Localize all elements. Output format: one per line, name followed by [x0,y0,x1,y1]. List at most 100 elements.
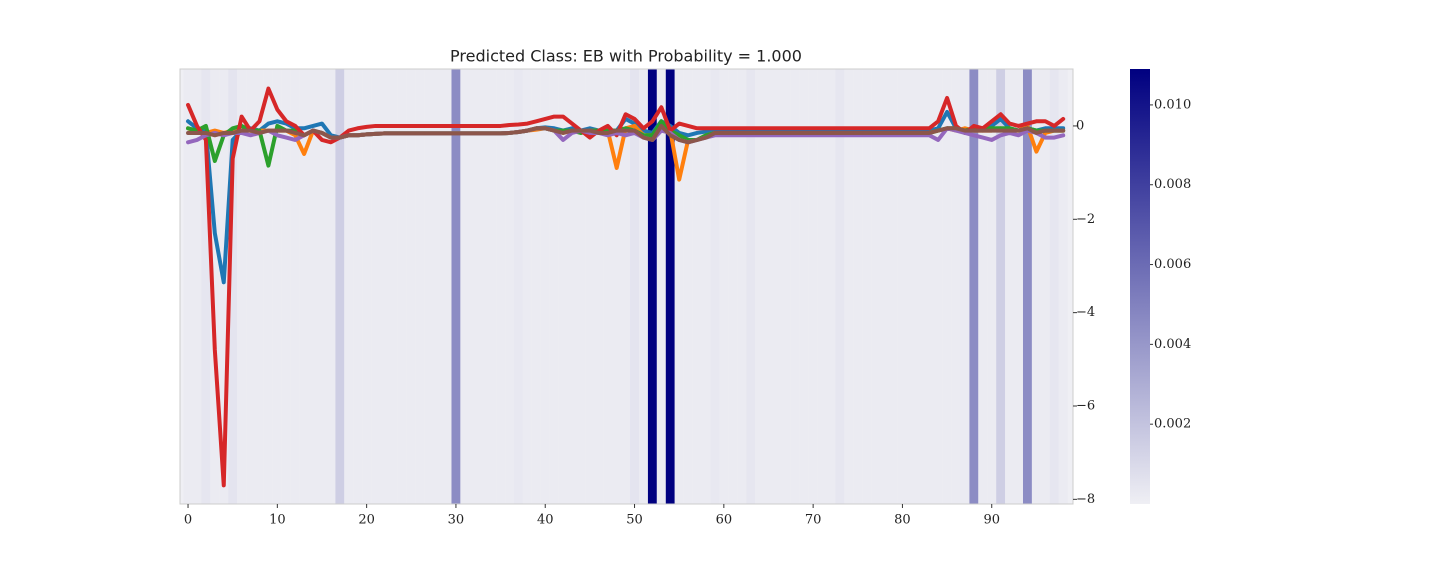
heatmap-cell [478,69,488,504]
heatmap-cell [844,69,854,504]
heatmap-cell [549,69,559,504]
y-tick-label: −8 [1076,492,1095,507]
heatmap-cell [701,69,711,504]
x-tick-label: 70 [805,513,822,528]
heatmap-cell [871,69,881,504]
heatmap-cell [710,69,720,504]
heatmap-cell [531,69,541,504]
heatmap-cell [290,69,300,504]
heatmap-cell [1005,69,1015,504]
axes: 0 10 20 30 40 50 60 70 80 90 0 −2 −4 −6 −8 0.002 0.004 0.… [179,68,1191,528]
heatmap-cell [996,69,1006,504]
heatmap-cell [442,69,452,504]
heatmap-cell [1022,69,1032,504]
heatmap-cell [192,69,202,504]
heatmap-cell [272,69,282,504]
heatmap-cell [496,69,506,504]
heatmap-cell [817,69,827,504]
y-tick-label: −2 [1076,212,1095,227]
heatmap-cell [344,69,354,504]
heatmap-cell [397,69,407,504]
heatmap-cell [513,69,523,504]
heatmap-cell [299,69,309,504]
heatmap-cell [237,69,247,504]
heatmap-cell [692,69,702,504]
heatmap-cell [567,69,577,504]
x-tick-label: 50 [626,513,643,528]
x-tick-label: 30 [448,513,465,528]
x-tick-label: 10 [269,513,286,528]
heatmap-cell [951,69,961,504]
heatmap-cell [665,69,675,504]
heatmap-cell [683,69,693,504]
heatmap-cell [460,69,470,504]
y-tick-label: −6 [1076,398,1095,413]
heatmap-cell [540,69,550,504]
heatmap-cell [371,69,381,504]
heatmap-cell [755,69,765,504]
colorbar-tick-label: 0.002 [1154,417,1191,432]
heatmap-cell [853,69,863,504]
heatmap-cell [746,69,756,504]
heatmap-cell [201,69,211,504]
heatmap-cell [621,69,631,504]
heatmap-cell [826,69,836,504]
heatmap-cell [433,69,443,504]
colorbar-tick-label: 0.006 [1154,257,1191,272]
heatmap-cell [263,69,273,504]
x-tick-label: 0 [184,513,192,528]
heatmap-cell [255,69,264,504]
heatmap-cell [897,69,907,504]
heatmap-cell [603,69,613,504]
heatmap-cell [424,69,434,504]
heatmap-cell [335,69,345,504]
heatmap-cell [1040,69,1050,504]
heatmap-cell [522,69,532,504]
series-line [186,86,1066,488]
heatmap-cell [880,69,890,504]
heatmap-cell [281,69,291,504]
heatmap-cell [1058,69,1068,504]
heatmap-cell [362,69,372,504]
heatmap-cell [317,69,327,504]
chart-title: Predicted Class: EB with Probability = 1… [450,47,802,66]
heatmap-cell [639,69,648,504]
heatmap-cell [558,69,568,504]
heatmap-cell [978,69,988,504]
heatmap-cell [1014,69,1023,504]
heatmap-cell [960,69,970,504]
colorbar-tick-label: 0.008 [1154,177,1191,192]
heatmap-cell [942,69,952,504]
heatmap-cell [415,69,425,504]
heatmap-cell [924,69,934,504]
colorbar-tick-label: 0.010 [1154,97,1191,112]
heatmap-cell [889,69,898,504]
x-tick-label: 40 [537,513,554,528]
heatmap-cell [1031,69,1041,504]
heatmap-cell [799,69,809,504]
y-tick-label: −4 [1076,305,1095,320]
heatmap-cell [219,69,229,504]
plot-frame [179,68,1074,505]
heatmap-cell [353,69,363,504]
heatmap-cell [835,69,845,504]
heatmap-cell [469,69,479,504]
x-tick-label: 20 [358,513,375,528]
heatmap-cell [969,69,979,504]
lines [186,86,1066,488]
heatmap-cell [585,69,595,504]
heatmap-cell [630,69,640,504]
colorbar-tick-label: 0.004 [1154,337,1191,352]
heatmap-cell [210,69,220,504]
heatmap-cell [656,69,666,504]
heatmap-cell [406,69,416,504]
heatmap-cell [228,69,238,504]
heatmap-cell [326,69,336,504]
heatmap-cell [612,69,622,504]
heatmap-cell [576,69,586,504]
x-tick-label: 90 [983,513,1000,528]
heatmap-cell [737,69,747,504]
heatmap-cell [781,69,791,504]
heatmap [180,69,1073,504]
